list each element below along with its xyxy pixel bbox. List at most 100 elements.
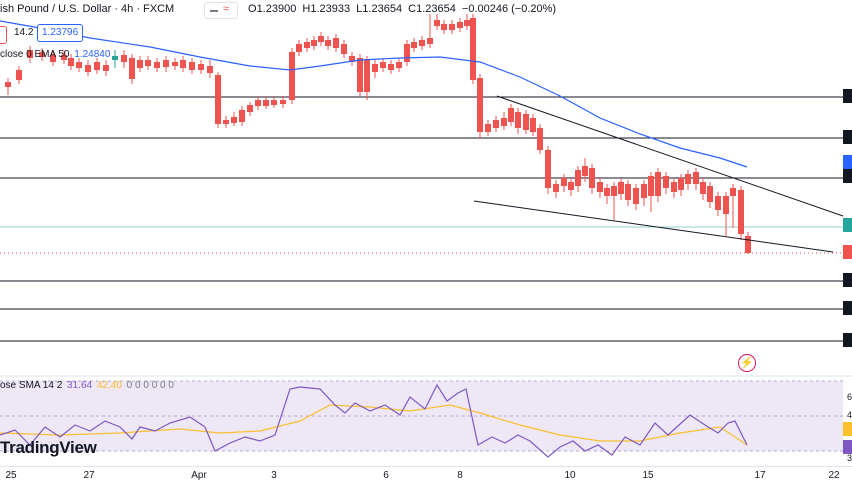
candle-down (215, 75, 221, 124)
candle-down (304, 42, 310, 48)
buy-price-tag (843, 218, 852, 232)
toggle-button[interactable]: ≈ (204, 2, 238, 19)
symbol-title: ish Pound / U.S. Dollar · 4h · FXCM (0, 3, 175, 15)
candle-down (530, 118, 536, 132)
rsi-tick: 6 (847, 392, 852, 402)
candle-down (707, 186, 713, 202)
candle-down (380, 62, 386, 68)
ema-value: 1.24840 (74, 49, 111, 60)
candle-down (180, 60, 186, 68)
candle-down (633, 188, 639, 204)
rsi-label: ose SMA 14 2 (0, 380, 63, 391)
candle-down (271, 100, 277, 105)
candle-down (604, 188, 610, 196)
candle-down (597, 182, 603, 192)
candle-down (396, 62, 402, 68)
candle-down (289, 52, 295, 100)
time-axis[interactable] (0, 466, 852, 486)
candle-down (189, 62, 195, 70)
candle-down (568, 182, 574, 190)
price-tag (843, 333, 852, 347)
candle-down (575, 170, 581, 186)
candle-down (589, 168, 595, 188)
candle-down (16, 70, 22, 80)
candle-down (318, 36, 324, 42)
candle-down (464, 20, 470, 26)
candle-down (648, 176, 654, 196)
candle-down (263, 100, 269, 106)
candle-down (341, 44, 347, 54)
candle-down (625, 184, 631, 200)
candle-down (470, 18, 476, 80)
price-tag (843, 169, 852, 183)
candle-down (493, 120, 499, 128)
candle-down (485, 124, 491, 132)
candle-down (537, 128, 543, 150)
candle-down (349, 56, 355, 62)
ema-label: close 0 EMA 50 (0, 49, 70, 60)
rsi-sma-line (0, 404, 748, 446)
candle-down (94, 62, 100, 70)
candle-down (457, 22, 463, 28)
rsi-tick: 3 (847, 453, 852, 463)
candle-down (145, 60, 151, 66)
tradingview-logo[interactable]: TradingView (0, 438, 97, 457)
candle-down (523, 114, 529, 130)
candle-down (333, 38, 339, 48)
candle-down (129, 58, 135, 79)
candle-down (508, 108, 514, 122)
candle-down (247, 105, 253, 112)
candle-down (372, 64, 378, 72)
candle-down (745, 236, 751, 253)
candle-down (693, 172, 699, 184)
rsi-sma-value: 42.40 (96, 380, 122, 391)
candle-down (715, 196, 721, 210)
lower-trendline (473, 200, 834, 253)
price-tag (843, 301, 852, 315)
candle-down (441, 24, 447, 30)
price-tag (843, 130, 852, 144)
ema-legend[interactable]: close 0 EMA 50 1.24840 (0, 49, 110, 60)
candle-down (163, 60, 169, 67)
x-tick: Apr (191, 470, 207, 481)
candle-down (501, 118, 507, 126)
candle-down (561, 178, 567, 186)
candle-down (121, 55, 127, 62)
candle-down (311, 40, 317, 46)
candle-down (325, 40, 331, 46)
candle-down (76, 62, 82, 68)
candle-down (50, 55, 56, 62)
price-chart[interactable] (0, 0, 852, 375)
close-value: 1.23654 (416, 3, 456, 15)
candle-down (39, 52, 45, 57)
x-tick: 25 (5, 470, 17, 481)
rsi-pane[interactable] (0, 375, 852, 485)
candle-down (364, 60, 370, 92)
candle-down (553, 184, 559, 192)
rsi-legend[interactable]: ose SMA 14 2 31.64 42.40 0 0 0 0 0 0 (0, 380, 174, 391)
rsi-tag (843, 440, 852, 454)
candle-down (611, 186, 617, 196)
x-tick: 15 (642, 470, 654, 481)
candle-down (239, 110, 245, 122)
candle-down (449, 24, 455, 30)
candle-down (137, 60, 143, 68)
sell-button[interactable] (0, 26, 7, 44)
candle-down (280, 100, 286, 104)
open-value: 1.23900 (256, 3, 297, 15)
lightning-circle-icon[interactable]: ⚡ (738, 354, 756, 372)
candle-down (223, 120, 229, 124)
candle-down (545, 150, 551, 188)
change-value: −0.00246 (−0.20%) (461, 3, 557, 15)
candle-down (296, 44, 302, 52)
candle-down (103, 65, 109, 71)
candle-down (419, 40, 425, 46)
x-tick: 6 (383, 470, 389, 481)
candle-down (730, 188, 736, 196)
buy-button[interactable]: 1.23796 (37, 24, 84, 42)
last-price-tag (843, 245, 852, 259)
candle-down (27, 50, 33, 58)
x-tick: 22 (828, 470, 840, 481)
ema-price-tag (843, 155, 852, 169)
candle-down (738, 190, 744, 234)
